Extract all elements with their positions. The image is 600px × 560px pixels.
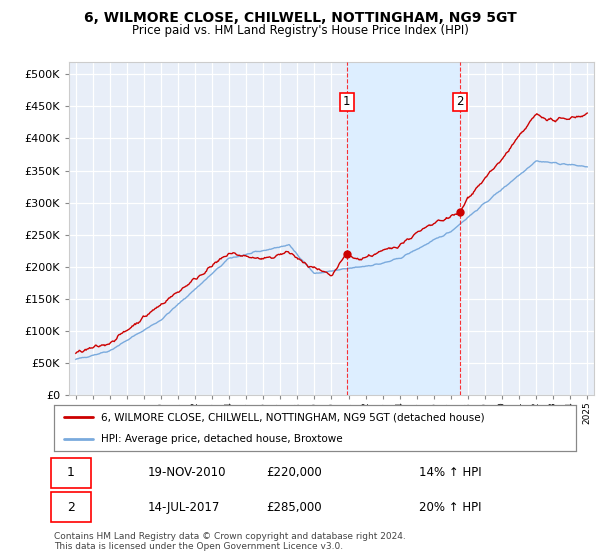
Text: £220,000: £220,000 xyxy=(266,466,322,479)
FancyBboxPatch shape xyxy=(52,458,91,488)
Text: Contains HM Land Registry data © Crown copyright and database right 2024.
This d: Contains HM Land Registry data © Crown c… xyxy=(54,532,406,552)
Text: £285,000: £285,000 xyxy=(266,501,322,514)
Text: Price paid vs. HM Land Registry's House Price Index (HPI): Price paid vs. HM Land Registry's House … xyxy=(131,24,469,36)
Text: 6, WILMORE CLOSE, CHILWELL, NOTTINGHAM, NG9 5GT (detached house): 6, WILMORE CLOSE, CHILWELL, NOTTINGHAM, … xyxy=(101,412,485,422)
Text: 20% ↑ HPI: 20% ↑ HPI xyxy=(419,501,482,514)
Text: 6, WILMORE CLOSE, CHILWELL, NOTTINGHAM, NG9 5GT: 6, WILMORE CLOSE, CHILWELL, NOTTINGHAM, … xyxy=(83,11,517,25)
Text: 2: 2 xyxy=(457,95,464,109)
Text: 14% ↑ HPI: 14% ↑ HPI xyxy=(419,466,482,479)
Text: 1: 1 xyxy=(67,466,74,479)
Text: 1: 1 xyxy=(343,95,350,109)
Text: 2: 2 xyxy=(67,501,74,514)
Bar xyxy=(347,62,460,395)
Text: 19-NOV-2010: 19-NOV-2010 xyxy=(148,466,226,479)
Text: HPI: Average price, detached house, Broxtowe: HPI: Average price, detached house, Brox… xyxy=(101,435,343,444)
Text: 14-JUL-2017: 14-JUL-2017 xyxy=(148,501,220,514)
FancyBboxPatch shape xyxy=(52,492,91,522)
